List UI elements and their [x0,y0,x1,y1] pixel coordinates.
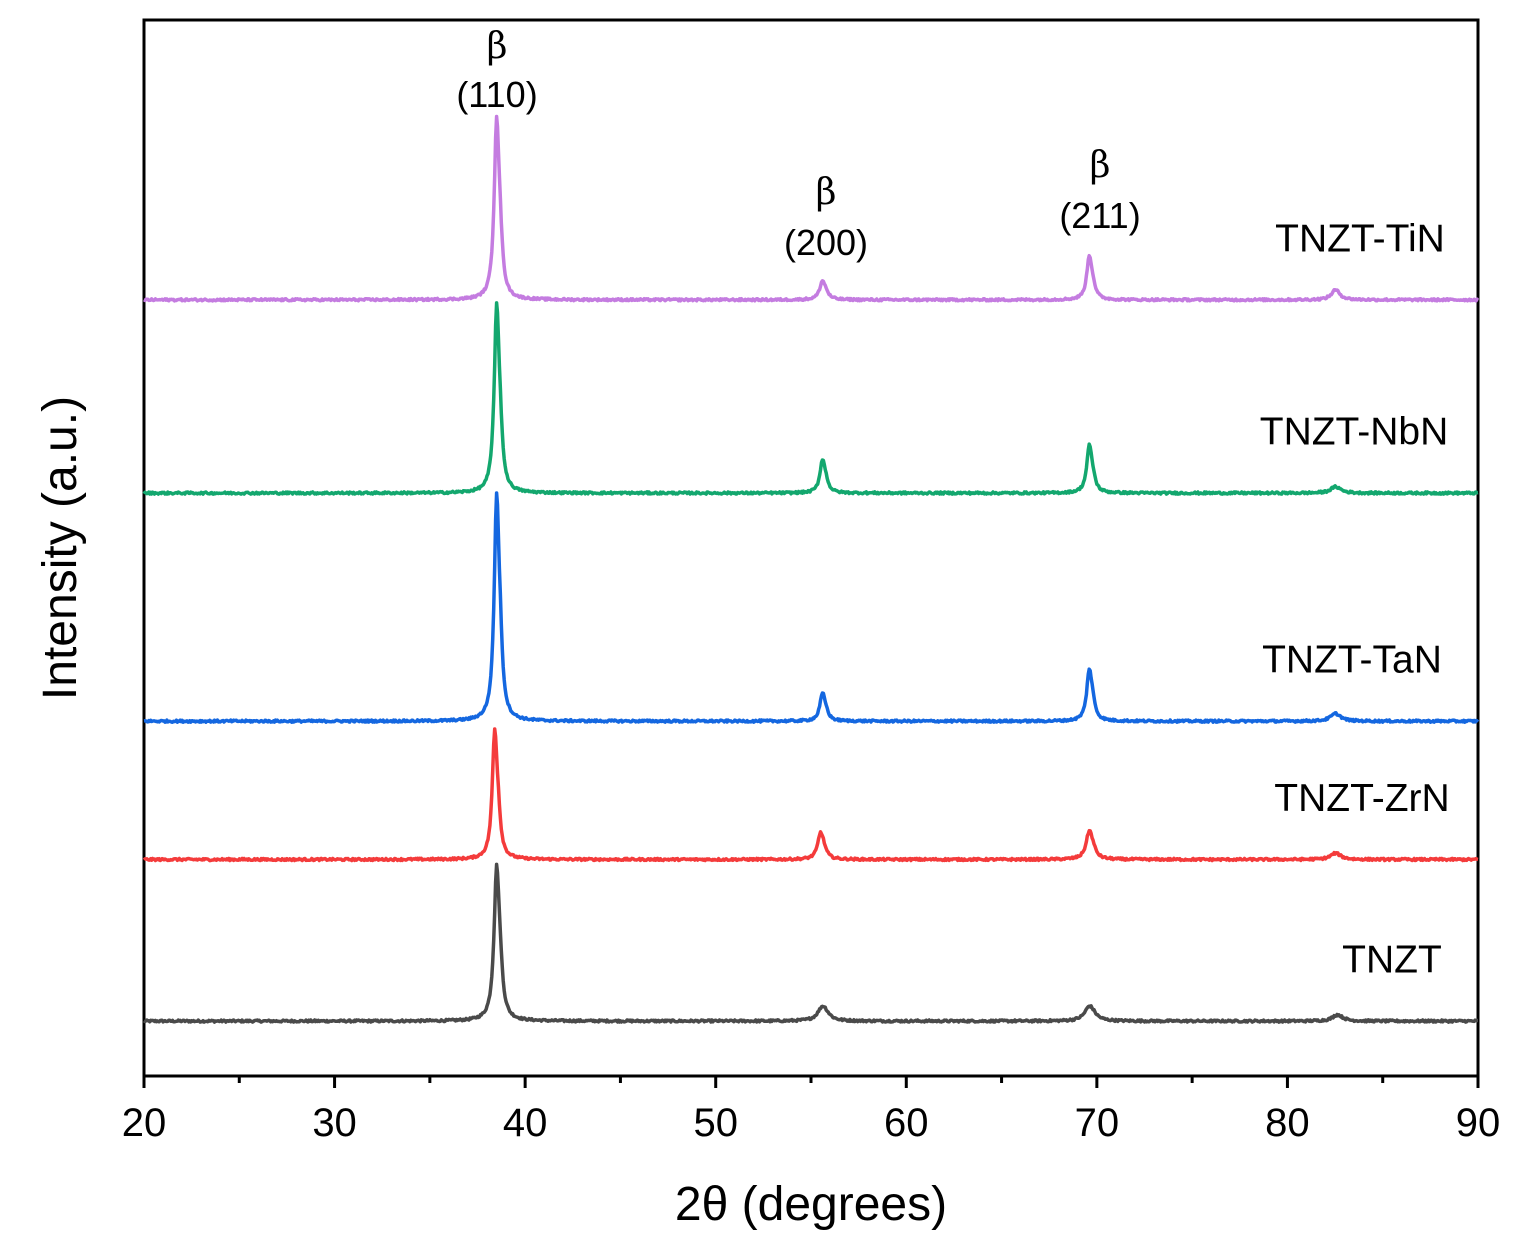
x-tick-label: 30 [312,1101,357,1145]
series-line-tnzt-tan [143,491,1480,724]
x-axis-ticks [142,1076,1480,1088]
series-line-tnzt-tin [142,114,1480,303]
x-axis-title: 2θ (degrees) [675,1178,947,1231]
plot-frame [142,18,1480,1078]
x-tick-label: 20 [122,1101,167,1145]
peak-phase-label: β [816,172,837,213]
x-tick-label: 60 [884,1101,929,1145]
series-label-tnzt-zrn: TNZT-ZrN [1274,777,1449,820]
series-line-tnzt-nbn [142,301,1479,496]
x-tick-label: 70 [1075,1101,1120,1145]
series-line-tnzt [142,862,1479,1024]
x-tick-label: 50 [693,1101,738,1145]
peak-hkl-label: (211) [1059,195,1140,236]
series-label-tnzt-tan: TNZT-TaN [1262,639,1442,682]
peak-hkl-label: (200) [784,222,868,263]
peak-annotations: β (110) β (200) β (211) [456,26,1140,263]
series-label-tnzt-nbn: TNZT-NbN [1260,411,1449,454]
x-axis-tick-labels: 20 30 40 50 60 70 80 90 [122,1101,1501,1145]
series-labels: TNZT TNZT-ZrN TNZT-TaN TNZT-NbN TNZT-TiN [1260,217,1450,981]
x-tick-label: 80 [1265,1101,1310,1145]
series-lines [142,114,1480,1024]
peak-phase-label: β [1090,145,1111,186]
x-tick-label: 90 [1456,1101,1501,1145]
peak-hkl-label: (110) [456,74,537,115]
x-tick-label: 40 [503,1101,548,1145]
y-axis-title: Intensity (a.u.) [34,396,87,700]
peak-phase-label: β [487,26,508,67]
series-label-tnzt-tin: TNZT-TiN [1275,217,1445,260]
series-line-tnzt-zrn [142,727,1479,863]
series-label-tnzt: TNZT [1342,939,1442,982]
